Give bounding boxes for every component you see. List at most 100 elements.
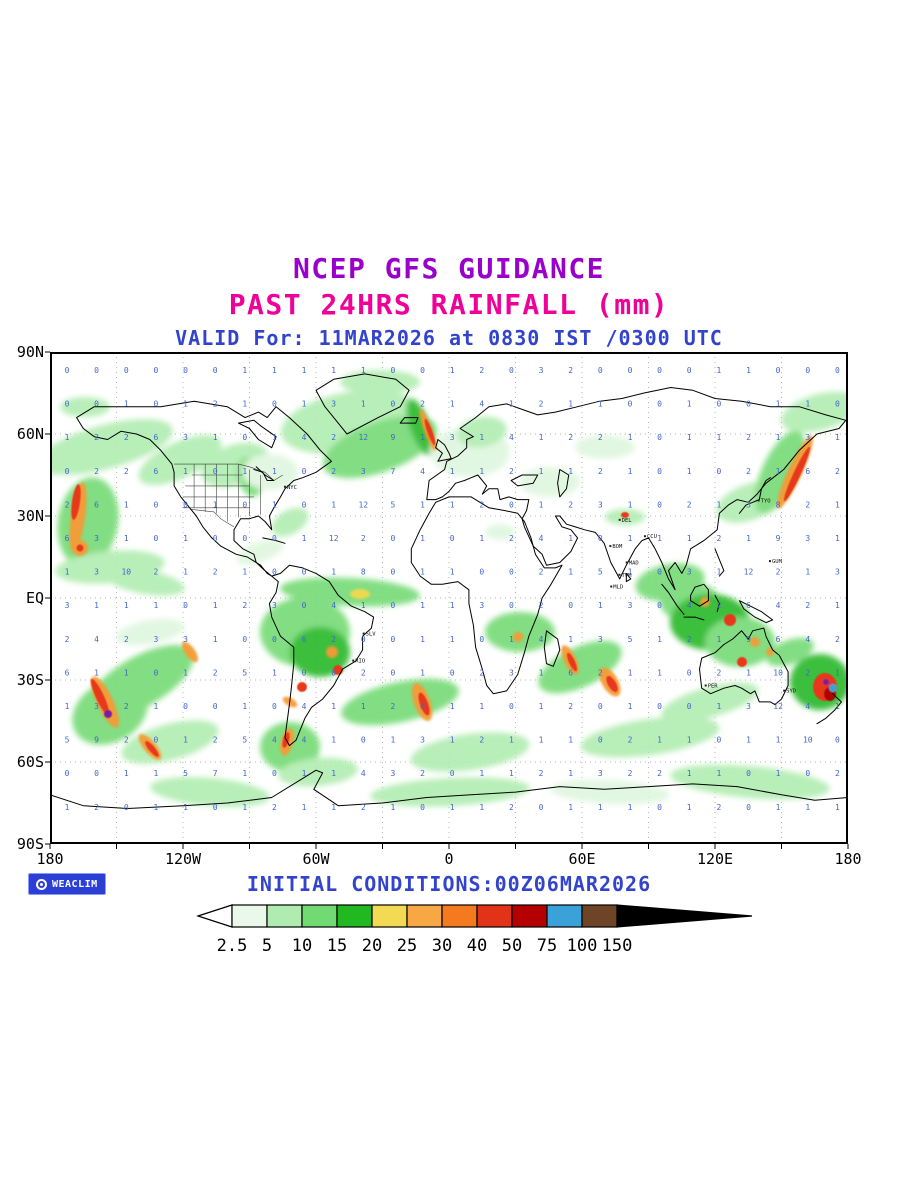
- grid-value: 0: [390, 668, 395, 677]
- grid-value: 0: [331, 668, 336, 677]
- station-marker: [352, 659, 355, 662]
- grid-value: 1: [450, 568, 455, 577]
- grid-value: 1: [539, 702, 544, 711]
- grid-value: 1: [628, 433, 633, 442]
- grid-value: 1: [509, 400, 514, 409]
- grid-value: 2: [716, 668, 721, 677]
- lat-axis-label: EQ: [25, 589, 44, 607]
- grid-value: 1: [776, 803, 781, 812]
- grid-value: 1: [361, 400, 366, 409]
- grid-value: 1: [242, 366, 247, 375]
- grid-value: 1: [331, 803, 336, 812]
- grid-value: 0: [420, 803, 425, 812]
- grid-value: 0: [390, 534, 395, 543]
- grid-value: 1: [420, 500, 425, 509]
- coastlines: [50, 373, 848, 809]
- grid-value: 0: [657, 366, 662, 375]
- grid-value: 2: [598, 467, 603, 476]
- grid-value: 1: [835, 702, 840, 711]
- grid-value: 0: [390, 400, 395, 409]
- title-subtitle: PAST 24HRS RAINFALL (mm): [228, 288, 670, 321]
- grid-value: 0: [509, 366, 514, 375]
- grid-value: 0: [420, 702, 425, 711]
- grid-value: 7: [390, 467, 395, 476]
- world-rainfall-map: DEL CCU BOM MAD TVM MLD GUM SLV RIO NYC TYO PER SYD 0…: [45, 351, 849, 849]
- grid-value: 1: [716, 635, 721, 644]
- grid-value: 2: [94, 433, 99, 442]
- colorbar-segment: [546, 904, 583, 928]
- grid-value: 1: [390, 736, 395, 745]
- grid-value: 4: [331, 601, 336, 610]
- coastline-new-zealand: [816, 693, 842, 725]
- title-valid-time: VALID For: 11MAR2026 at 0830 IST /0300 U…: [175, 326, 723, 350]
- rain-blob: [60, 397, 110, 417]
- grid-value: 0: [213, 467, 218, 476]
- grid-value: 1: [183, 736, 188, 745]
- weaclim-label: WEACLIM: [52, 878, 98, 890]
- grid-value: 0: [213, 702, 218, 711]
- grid-value: 2: [124, 467, 129, 476]
- colorbar-segment: [266, 904, 303, 928]
- grid-value: 1: [509, 635, 514, 644]
- rain-blob: [181, 641, 199, 663]
- rain-blob: [145, 741, 159, 757]
- grid-value: 5: [183, 769, 188, 778]
- grid-value: 0: [450, 769, 455, 778]
- rain-blob: [550, 779, 670, 805]
- grid-value: 2: [420, 400, 425, 409]
- grid-value: 3: [94, 568, 99, 577]
- grid-value: 0: [598, 702, 603, 711]
- grid-value: 1: [716, 366, 721, 375]
- grid-value: 1: [302, 769, 307, 778]
- grid-value: 1: [302, 366, 307, 375]
- grid-value: 8: [776, 500, 781, 509]
- coastline-australia: [699, 627, 789, 706]
- grid-value: 1: [242, 803, 247, 812]
- lon-axis-label: 180: [36, 850, 64, 868]
- grid-value: 0: [183, 601, 188, 610]
- grid-value: 0: [390, 568, 395, 577]
- grid-value: 0: [302, 467, 307, 476]
- grid-value: 1: [805, 400, 810, 409]
- grid-value: 1: [420, 601, 425, 610]
- grid-value: 2: [213, 668, 218, 677]
- grid-value: 3: [746, 702, 751, 711]
- grid-value: 1: [776, 769, 781, 778]
- grid-value: 2: [213, 568, 218, 577]
- grid-value: 1: [509, 736, 514, 745]
- grid-value: 1: [539, 736, 544, 745]
- grid-value: 1: [716, 500, 721, 509]
- grid-value: 1: [331, 500, 336, 509]
- rain-blob: [580, 716, 720, 758]
- lon-axis-label: 60W: [302, 850, 330, 868]
- rain-blob: [50, 419, 173, 475]
- grid-value: 1: [628, 534, 633, 543]
- grid-value: 3: [450, 433, 455, 442]
- colorbar-left-arrow: [196, 904, 233, 928]
- grid-value: 1: [776, 467, 781, 476]
- grid-value: 1: [420, 534, 425, 543]
- grid-value: 2: [687, 635, 692, 644]
- grid-value: 3: [746, 500, 751, 509]
- grid-value: 1: [94, 668, 99, 677]
- grid-value: 3: [420, 736, 425, 745]
- colorbar-right-arrow: [616, 904, 753, 928]
- grid-value: 0: [657, 500, 662, 509]
- lat-axis-label: 90N: [16, 343, 44, 361]
- grid-value: 1: [65, 433, 70, 442]
- grid-value: 4: [805, 635, 810, 644]
- colorbar-tick-label: 20: [362, 936, 382, 956]
- coastline-madagascar: [543, 630, 561, 667]
- grid-value: 6: [153, 433, 158, 442]
- grid-value: 5: [598, 568, 603, 577]
- grid-value: 0: [598, 534, 603, 543]
- grid-value: 1: [716, 433, 721, 442]
- grid-value: 2: [835, 635, 840, 644]
- station-marker: [618, 573, 621, 576]
- grid-value: 1: [183, 568, 188, 577]
- grid-value: 0: [242, 433, 247, 442]
- colorbar-tick-label: 25: [397, 936, 417, 956]
- rain-blob: [606, 675, 618, 693]
- grid-value: 2: [509, 467, 514, 476]
- grid-value: 1: [420, 433, 425, 442]
